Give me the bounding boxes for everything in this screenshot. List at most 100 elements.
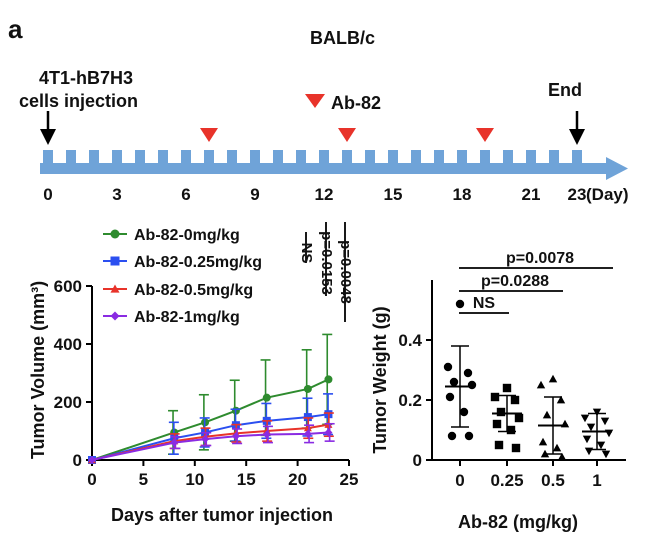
mouse-strain-label: BALB/c bbox=[310, 28, 375, 48]
tumor-weight-chart: 0 0.2 0.4 0 0.25 0.5 1 NS p=0.0288 p=0.0078 Ab-8… bbox=[370, 250, 626, 532]
panel-label: a bbox=[8, 14, 23, 44]
line-chart-y-tick-label: 400 bbox=[54, 335, 82, 354]
timeline-day-block bbox=[342, 150, 352, 174]
data-point bbox=[445, 392, 455, 402]
comparison-label: p=0.0288 bbox=[481, 273, 549, 290]
line-chart-y-tick-label: 0 bbox=[73, 451, 82, 470]
data-point bbox=[600, 417, 610, 426]
timeline-day-block bbox=[43, 150, 53, 174]
data-point bbox=[596, 441, 606, 450]
group-1 bbox=[580, 408, 614, 459]
legend-entry: Ab-82-0mg/kg bbox=[134, 227, 240, 244]
significance-label: NS bbox=[298, 243, 315, 264]
timeline-day-block bbox=[296, 150, 306, 174]
data-point bbox=[510, 395, 520, 405]
timeline-day-blocks bbox=[43, 150, 582, 174]
dot-plot-x-tick-label: 0 bbox=[455, 471, 464, 490]
data-point bbox=[324, 428, 333, 437]
data-point bbox=[455, 299, 465, 309]
timeline-day-block bbox=[480, 150, 490, 174]
timeline-day-tick: 12 bbox=[315, 185, 334, 204]
timeline-day-block bbox=[503, 150, 513, 174]
tumor-volume-chart: Ab-82-0mg/kg Ab-82-0.25mg/kg Ab-82-0.5mg/k… bbox=[28, 222, 358, 525]
timeline-day-block bbox=[572, 150, 582, 174]
timeline-day-block bbox=[273, 150, 283, 174]
timeline-arrowhead bbox=[606, 157, 628, 180]
timeline-day-block bbox=[204, 150, 214, 174]
data-point bbox=[514, 413, 524, 423]
dot-plot-axes: 0 0.2 0.4 0 0.25 0.5 1 bbox=[398, 280, 626, 490]
treatment-label: Ab-82 bbox=[331, 93, 381, 113]
data-point bbox=[262, 393, 271, 402]
series-line bbox=[91, 378, 329, 461]
series-Ab-82-1mg/kg bbox=[88, 422, 335, 464]
timeline-day-tick: 18 bbox=[453, 185, 472, 204]
injection-label-line1: 4T1-hB7H3 bbox=[39, 68, 133, 88]
timeline-day-block bbox=[158, 150, 168, 174]
treatment-legend-marker bbox=[305, 94, 325, 108]
injection-arrow-head bbox=[40, 129, 56, 145]
dot-plot-y-label: Tumor Weight (g) bbox=[370, 306, 390, 453]
data-point bbox=[584, 447, 594, 456]
timeline-day-block bbox=[411, 150, 421, 174]
timeline-day-tick: 0 bbox=[43, 185, 52, 204]
data-point bbox=[449, 377, 459, 387]
data-point bbox=[496, 407, 506, 417]
timeline-day-tick: 6 bbox=[181, 185, 190, 204]
data-point bbox=[494, 440, 504, 450]
series-line bbox=[91, 423, 329, 461]
data-point bbox=[538, 437, 548, 446]
timeline-day-block bbox=[250, 150, 260, 174]
line-chart-x-tick-label: 5 bbox=[139, 470, 148, 489]
data-point bbox=[506, 425, 516, 435]
legend-swatch-marker bbox=[110, 311, 120, 321]
data-point bbox=[511, 443, 521, 453]
dot-plot-x-tick-label: 1 bbox=[592, 471, 601, 490]
line-chart-legend: Ab-82-0mg/kg Ab-82-0.25mg/kg Ab-82-0.5mg/k… bbox=[103, 227, 262, 326]
data-point bbox=[324, 375, 333, 384]
dot-plot-x-tick-label: 0.25 bbox=[490, 471, 523, 490]
dot-plot-y-tick-label: 0.4 bbox=[398, 331, 422, 350]
data-point bbox=[586, 423, 596, 432]
data-point bbox=[580, 414, 590, 423]
group-0 bbox=[443, 299, 477, 441]
legend-entry: Ab-82-1mg/kg bbox=[134, 309, 240, 326]
timeline-day-block bbox=[181, 150, 191, 174]
data-point bbox=[556, 395, 566, 404]
data-point bbox=[231, 432, 240, 441]
data-point bbox=[604, 429, 614, 438]
timeline-day-block bbox=[549, 150, 559, 174]
data-point bbox=[303, 424, 312, 432]
treatment-day-marker bbox=[476, 128, 494, 142]
legend-swatch-marker bbox=[110, 229, 120, 239]
legend-swatch-marker bbox=[110, 284, 120, 293]
day-unit-label: (Day) bbox=[586, 185, 629, 204]
data-point bbox=[540, 449, 550, 458]
comparison-label: NS bbox=[473, 295, 496, 312]
timeline-arrow bbox=[40, 157, 628, 180]
data-point bbox=[459, 407, 469, 417]
dot-plot-points bbox=[443, 299, 614, 461]
data-point bbox=[447, 431, 457, 441]
dot-plot-comparisons: NS p=0.0288 p=0.0078 bbox=[459, 250, 613, 314]
legend-swatch-marker bbox=[110, 256, 120, 266]
series-Ab-82-0mg/kg bbox=[88, 333, 333, 464]
data-point bbox=[201, 435, 210, 444]
timeline-day-block bbox=[526, 150, 536, 174]
data-point bbox=[303, 384, 312, 393]
timeline-day-tick: 9 bbox=[250, 185, 259, 204]
group-0.5 bbox=[536, 374, 570, 461]
data-point bbox=[548, 374, 558, 383]
timeline-day-block bbox=[227, 150, 237, 174]
timeline-day-tick: 15 bbox=[384, 185, 403, 204]
timeline: BALB/c 4T1-hB7H3 cells injection Ab-82 E… bbox=[19, 28, 629, 204]
treatment-day-marker bbox=[338, 128, 356, 142]
legend-entry: Ab-82-0.25mg/kg bbox=[134, 254, 262, 271]
data-point bbox=[88, 456, 96, 464]
timeline-day-tick: 3 bbox=[112, 185, 121, 204]
data-point bbox=[542, 410, 552, 419]
dot-plot-x-label: Ab-82 (mg/kg) bbox=[458, 512, 578, 532]
timeline-day-block bbox=[89, 150, 99, 174]
line-chart-x-tick-label: 20 bbox=[288, 470, 307, 489]
